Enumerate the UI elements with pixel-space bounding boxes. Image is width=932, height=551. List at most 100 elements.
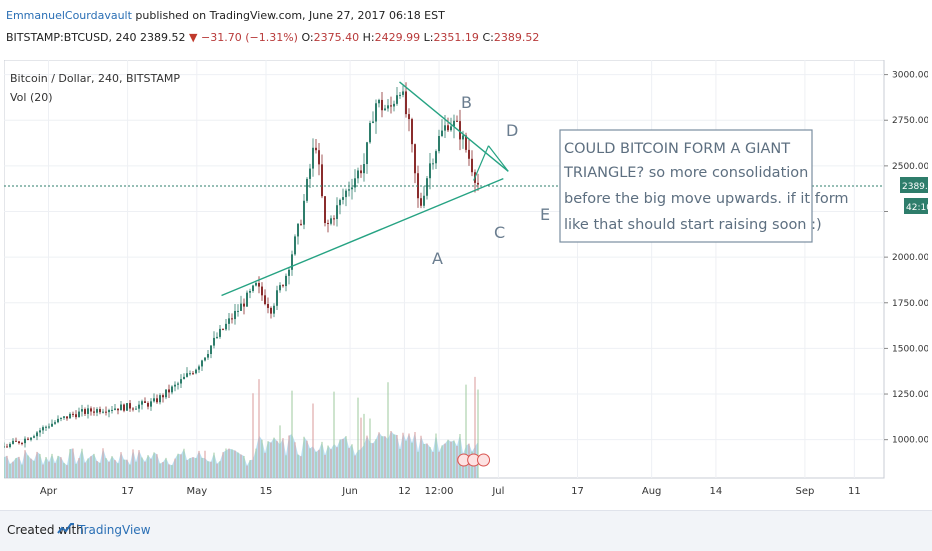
legend-volume: Vol (20) <box>10 91 53 104</box>
candle-body <box>96 409 98 413</box>
candle-body <box>192 373 194 375</box>
note-box[interactable]: COULD BITCOIN FORM A GIANT TRIANGLE? so … <box>559 129 849 243</box>
candle-body <box>177 383 179 385</box>
candle-body <box>57 418 59 423</box>
volume-area <box>4 431 479 478</box>
candle-body <box>273 305 275 314</box>
wave-label-a: A <box>432 249 443 268</box>
event-marker <box>477 453 491 467</box>
candle-body <box>459 121 461 140</box>
candle-body <box>168 389 170 393</box>
y-tick-label: 2000.00 <box>892 253 928 263</box>
close-value: 2389.52 <box>493 31 540 44</box>
candle-body <box>51 423 53 427</box>
candle-body <box>285 275 287 287</box>
candle-body <box>291 254 293 270</box>
candle-body <box>21 443 23 445</box>
countdown-tag: 42:10 <box>904 198 932 214</box>
candle-body <box>432 163 434 165</box>
candle-body <box>345 190 347 198</box>
candle-body <box>348 189 350 191</box>
wave-label-b: B <box>461 93 472 112</box>
candle-body <box>372 121 374 123</box>
countdown-text: 42:10 <box>906 203 928 213</box>
open-value: 2375.40 <box>313 31 360 44</box>
candle-body <box>417 173 419 199</box>
y-tick-label: 2750.00 <box>892 116 928 126</box>
candle-body <box>357 170 359 179</box>
candle-body <box>423 195 425 206</box>
wave-label-c: C <box>494 223 505 242</box>
candle-body <box>246 292 248 307</box>
candle-body <box>18 441 20 444</box>
x-tick-label: 17 <box>571 486 584 497</box>
footer: Created with TradingView <box>0 510 932 551</box>
chart-area[interactable]: 1000.00 1250.00 1500.00 1750.00 2000.00 2500.… <box>3 59 932 508</box>
candle-body <box>228 318 230 324</box>
candle-body <box>45 426 47 428</box>
publish-info: published on TradingView.com, June 27, 2… <box>135 9 445 22</box>
candle-body <box>198 366 200 370</box>
candle-body <box>243 303 245 307</box>
candle-body <box>375 103 377 122</box>
volume-series <box>3 376 479 478</box>
note-line-2: TRIANGLE? so more consolidation <box>563 165 808 181</box>
low-value: 2351.19 <box>433 31 479 44</box>
grid <box>4 60 884 478</box>
candle-body <box>399 94 401 96</box>
candle-body <box>75 414 77 418</box>
candle-body <box>342 197 344 200</box>
candle-body <box>276 290 278 306</box>
candle-body <box>123 404 125 411</box>
candle-body <box>462 135 464 140</box>
candle-body <box>249 290 251 293</box>
candle-body <box>12 440 14 444</box>
candle-body <box>111 409 113 411</box>
candle-body <box>408 114 410 120</box>
candle-body <box>324 196 326 224</box>
trendline-resistance <box>399 81 509 172</box>
candle-body <box>27 438 29 440</box>
legend-title: Bitcoin / Dollar, 240, BITSTAMP <box>10 72 180 85</box>
candle-body <box>429 163 431 179</box>
candle-body <box>456 120 458 122</box>
candle-body <box>381 99 383 111</box>
candle-body <box>420 198 422 206</box>
candle-body <box>165 389 167 398</box>
x-tick-label: Aug <box>642 486 662 497</box>
candle-body <box>30 437 32 440</box>
candle-body <box>171 386 173 393</box>
candle-body <box>84 409 86 414</box>
tradingview-brand[interactable]: TradingView <box>78 523 151 537</box>
chart-header: EmmanuelCourdavault published on Trading… <box>0 0 932 56</box>
candle-body <box>300 223 302 225</box>
x-tick-label: May <box>186 486 207 497</box>
price-chart[interactable]: 1000.00 1250.00 1500.00 1750.00 2000.00 2500.… <box>3 59 932 508</box>
projection-line <box>488 145 509 172</box>
candle-body <box>120 404 122 411</box>
candle-body <box>105 411 107 413</box>
candle-body <box>93 411 95 413</box>
candle-body <box>72 413 74 415</box>
candle-body <box>384 108 386 111</box>
candle-body <box>48 426 50 428</box>
candle-body <box>468 149 470 159</box>
high-label: H: <box>362 31 375 44</box>
candle-body <box>153 398 155 402</box>
candle-body <box>333 218 335 220</box>
candle-body <box>195 369 197 374</box>
candle-body <box>438 136 440 152</box>
candle-body <box>240 303 242 311</box>
author-link[interactable]: EmmanuelCourdavault <box>6 9 132 22</box>
candle-body <box>117 408 119 411</box>
candle-body <box>336 205 338 219</box>
time-axis: Apr 17 May 15 Jun 12 12:00 Jul 17 Aug 14 Sep 11 <box>40 486 861 497</box>
ohlc-line: BITSTAMP:BTCUSD, 240 2389.52 ▼ −31.70 (−… <box>6 31 539 44</box>
candle-body <box>102 411 104 413</box>
candle-body <box>297 223 299 237</box>
x-tick-label: Sep <box>795 486 814 497</box>
projection-line <box>473 145 490 181</box>
high-value: 2429.99 <box>374 31 421 44</box>
candle-body <box>237 310 239 312</box>
candle-body <box>435 151 437 164</box>
